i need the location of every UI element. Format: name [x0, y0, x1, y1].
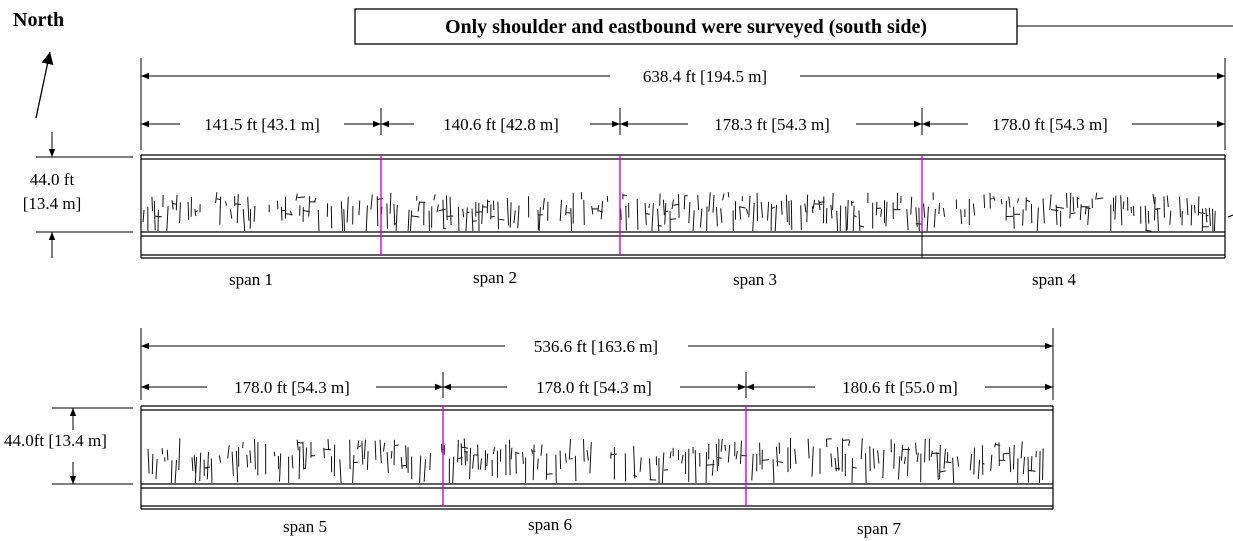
- span-7-label: span 7: [857, 519, 901, 538]
- span-5-label: span 5: [283, 517, 327, 536]
- width-label-top-metric: [13.4 m]: [23, 194, 82, 213]
- span-3-length: 178.3 ft [54.3 m]: [714, 115, 830, 134]
- span-1-label: span 1: [229, 270, 273, 289]
- deck-bottom: 536.6 ft [163.6 m] 178.0 ft [54.3 m] 178…: [4, 328, 1054, 538]
- note-box: [354, 8, 1018, 45]
- total-length-top: 638.4 ft [194.5 m]: [643, 67, 767, 86]
- deck-top: 638.4 ft [194.5 m] 141.5 ft [43.1 m] 140…: [23, 58, 1226, 289]
- north-label: North: [13, 9, 64, 31]
- crack-lines: [142, 192, 1216, 232]
- span-7-length: 180.6 ft [55.0 m]: [842, 378, 958, 397]
- width-label-top: 44.0 ft: [30, 170, 75, 189]
- span-6-label: span 6: [528, 515, 572, 534]
- note-text: Only shoulder and eastbound were surveye…: [445, 16, 927, 38]
- note-leader-line: [1017, 25, 1233, 218]
- span-3-label: span 3: [733, 270, 777, 289]
- span-2-length: 140.6 ft [42.8 m]: [443, 115, 559, 134]
- span-6-length: 178.0 ft [54.3 m]: [536, 378, 652, 397]
- crack-map-bottom: [147, 438, 1044, 484]
- width-label-bottom: 44.0ft [13.4 m]: [4, 431, 107, 450]
- survey-note: Only shoulder and eastbound were surveye…: [354, 8, 1233, 218]
- span-5-length: 178.0 ft [54.3 m]: [234, 378, 350, 397]
- total-length-bottom: 536.6 ft [163.6 m]: [534, 337, 658, 356]
- crack-map-top: [142, 192, 1216, 232]
- span-2-label: span 2: [473, 268, 517, 287]
- span-4-length: 178.0 ft [54.3 m]: [992, 115, 1108, 134]
- north-arrow-icon: [35, 51, 54, 119]
- span-4-label: span 4: [1032, 270, 1076, 289]
- crack-lines: [147, 438, 1044, 484]
- span-1-length: 141.5 ft [43.1 m]: [204, 115, 320, 134]
